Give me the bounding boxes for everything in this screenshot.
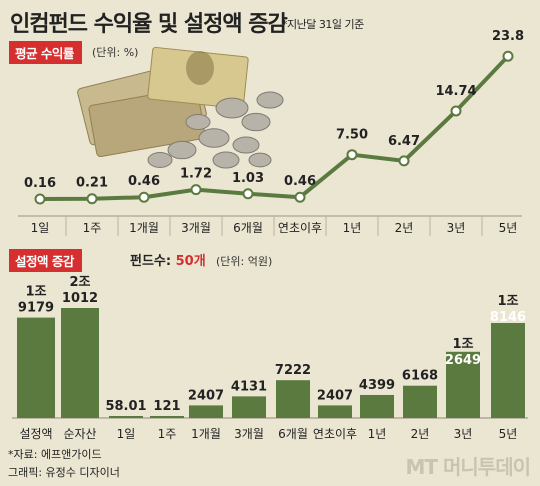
returns-x-tick-1: 1일	[31, 221, 50, 235]
aum-x-tick-5: 1개월	[191, 427, 221, 441]
aum-x-tick-1: 설정액	[19, 427, 52, 441]
aum-x-tick-7: 6개월	[278, 427, 308, 441]
returns-point-7	[346, 149, 358, 161]
returns-point-3	[138, 191, 150, 203]
returns-data-label-6: 0.46	[284, 174, 316, 189]
returns-x-tick-2: 1주	[83, 221, 102, 235]
returns-x-tick-9: 3년	[447, 221, 466, 235]
page-title: 인컴펀드 수익율 및 설정액 증감	[10, 12, 288, 37]
source-note: *자료: 에프앤가이드	[8, 448, 102, 461]
returns-data-label-8: 6.47	[388, 134, 420, 149]
aum-bar-2	[61, 308, 99, 418]
returns-point-5	[242, 188, 254, 200]
returns-point-8	[398, 155, 410, 167]
aum-data-label-8-1: 2407	[317, 388, 353, 403]
returns-x-tick-5: 6개월	[233, 221, 263, 235]
aum-x-tick-4: 1주	[158, 427, 177, 441]
aum-data-label-11-2: 2649	[445, 353, 481, 368]
aum-data-label-2-1: 2조	[69, 275, 90, 290]
money-illustration	[77, 46, 284, 169]
aum-data-label-3-1: 58.01	[105, 399, 146, 414]
date-note: *지난달 31일 기준	[282, 18, 364, 31]
fund-count-label: 펀드수:	[130, 254, 172, 269]
returns-data-label-2: 0.21	[76, 176, 108, 191]
aum-bar-3	[109, 416, 143, 418]
aum-data-label-9-1: 4399	[359, 378, 395, 393]
aum-bar-8	[318, 405, 352, 418]
aum-bar-5	[189, 405, 223, 418]
aum-data-label-2-2: 1012	[62, 291, 98, 306]
aum-x-tick-2: 순자산	[63, 427, 96, 441]
aum-data-label-11-1: 1조	[452, 337, 473, 352]
aum-x-tick-6: 3개월	[234, 427, 264, 441]
aum-bar-1	[17, 317, 55, 418]
returns-x-tick-7: 1년	[343, 221, 362, 235]
aum-x-tick-3: 1일	[117, 427, 136, 441]
aum-bar-6	[232, 396, 266, 418]
aum-data-label-1-1: 1조	[25, 285, 46, 300]
returns-x-tick-6: 연초이후	[278, 221, 322, 235]
fund-count: 펀드수: 50개	[130, 250, 206, 269]
aum-bar-7	[276, 380, 310, 418]
returns-data-label-4: 1.72	[180, 167, 212, 182]
publisher-logo: MT 머니투데이	[405, 455, 531, 479]
aum-x-tick-8: 연초이후	[313, 427, 357, 441]
returns-point-6	[294, 191, 306, 203]
returns-point-2	[86, 193, 98, 205]
aum-bar-4	[150, 416, 184, 418]
returns-data-label-5: 1.03	[232, 171, 264, 186]
returns-x-tick-4: 3개월	[181, 221, 211, 235]
returns-data-label-10: 23.8	[492, 29, 524, 44]
returns-line	[39, 54, 510, 202]
returns-x-tick-3: 1개월	[129, 221, 159, 235]
returns-data-label-7: 7.50	[336, 128, 368, 143]
fund-count-value: 50개	[175, 254, 206, 269]
aum-data-label-7-1: 7222	[275, 363, 311, 378]
returns-point-10	[502, 50, 514, 62]
returns-x-tick-10: 5년	[499, 221, 518, 235]
returns-data-label-1: 0.16	[24, 176, 56, 191]
aum-data-label-1-2: 9179	[18, 301, 54, 316]
aum-section-tag: 설정액 증감	[9, 249, 82, 272]
aum-data-label-4-1: 121	[153, 399, 180, 414]
returns-point-1	[34, 193, 46, 205]
aum-bar-12	[491, 323, 525, 418]
aum-data-label-10-1: 6168	[402, 369, 438, 384]
returns-point-4	[190, 184, 202, 196]
returns-x-tick-8: 2년	[395, 221, 414, 235]
aum-data-label-12-2: 8146	[490, 310, 526, 325]
aum-x-tick-12: 5년	[499, 427, 518, 441]
returns-section-tag: 평균 수익률	[9, 41, 82, 64]
returns-data-label-3: 0.46	[128, 174, 160, 189]
aum-data-label-5-1: 2407	[188, 388, 224, 403]
aum-unit-label: (단위: 억원)	[216, 255, 273, 268]
aum-x-tick-9: 1년	[368, 427, 387, 441]
aum-data-label-12-1: 1조	[497, 294, 518, 309]
aum-bar-11	[446, 351, 480, 418]
aum-bar-9	[360, 394, 394, 418]
aum-data-label-6-1: 4131	[231, 379, 267, 394]
aum-x-tick-11: 3년	[454, 427, 473, 441]
aum-bar-10	[403, 385, 437, 418]
aum-x-tick-10: 2년	[411, 427, 430, 441]
returns-point-9	[450, 105, 462, 117]
returns-data-label-9: 14.74	[435, 84, 476, 99]
credit-note: 그래픽: 유정수 디자이너	[8, 466, 120, 479]
returns-unit-label: (단위: %)	[92, 46, 139, 59]
